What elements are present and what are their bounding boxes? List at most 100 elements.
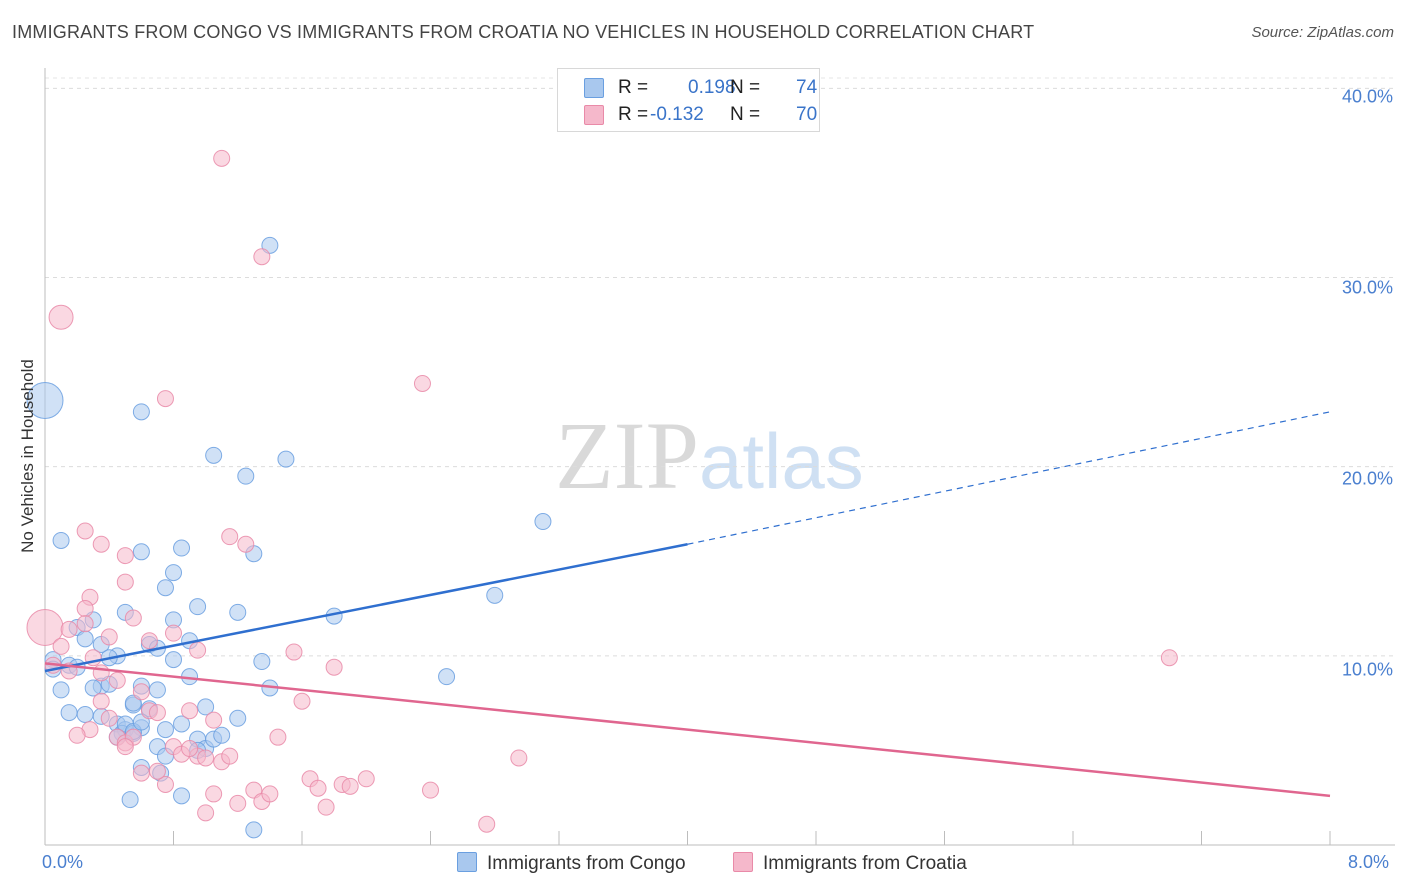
data-point [205,785,223,803]
data-point [229,794,247,812]
data-point [534,513,552,531]
data-point [253,248,271,266]
data-point [76,705,94,723]
data-point [221,528,239,546]
data-point [486,586,504,604]
data-point [165,564,182,582]
data-point [245,821,263,839]
y-tick-label: 30.0% [1341,277,1393,298]
data-point [173,539,191,557]
data-point [510,749,528,767]
data-point [156,721,174,739]
data-point [108,671,126,689]
data-point [132,543,150,561]
data-point [261,785,279,803]
data-point [197,804,215,822]
data-point [325,658,343,676]
trend-line [44,543,688,673]
watermark: ZIPatlas [555,400,864,511]
trend-line-extension [687,411,1331,545]
data-point [229,603,247,621]
legend-r-label: R = [618,77,649,98]
data-point [140,632,158,650]
data-point [317,798,335,816]
watermark-atlas: atlas [699,417,864,505]
data-point [205,446,223,464]
data-point [197,698,215,716]
trend-line [44,662,1331,798]
data-point [60,620,78,638]
data-point [181,740,199,758]
legend-r-label: R = [618,104,649,125]
data-point [341,777,359,795]
chart-title: IMMIGRANTS FROM CONGO VS IMMIGRANTS FROM… [12,22,1035,42]
bottom-legend-swatch-croatia [733,852,753,872]
legend-n-label: N = [730,104,761,125]
data-point [116,547,134,565]
data-point [285,643,303,661]
data-point [213,726,231,744]
legend-r-value: -0.132 [650,104,704,125]
data-point [309,779,327,797]
data-point [156,775,174,793]
data-point [148,681,166,699]
bottom-legend-label-croatia: Immigrants from Croatia [763,853,967,874]
data-point [422,781,439,799]
trend-lines [44,411,1331,798]
data-point [173,715,191,733]
data-point [52,531,70,549]
data-point [156,579,174,597]
data-point [237,535,255,553]
data-point [269,728,287,746]
data-point [48,304,74,330]
y-tick-label: 20.0% [1341,468,1393,489]
data-point [221,747,239,765]
data-point [189,641,207,659]
data-point [84,679,102,697]
data-point [197,749,215,767]
data-point [165,651,182,669]
y-axis-label: No Vehicles in Household [18,359,37,553]
data-point [121,791,139,809]
data-point [1160,649,1178,667]
data-point [205,711,223,729]
bottom-legend-swatch-congo [457,852,477,872]
data-point [116,738,134,756]
legend-swatch-croatia [584,105,604,125]
data-point [148,704,166,722]
legend-r-value: 0.198 [688,77,736,98]
data-point [100,709,118,727]
data-point [92,535,110,553]
axes [44,68,1395,846]
data-point [229,709,247,727]
legend-n-value: 74 [796,77,818,98]
data-point [76,630,94,648]
data-point [438,668,456,686]
legend-swatch-congo [584,78,604,98]
data-point [76,600,94,618]
data-point [165,624,182,642]
data-point [116,573,134,591]
watermark-zip: ZIP [555,402,699,509]
source-credit: Source: ZipAtlas.com [1251,24,1394,41]
x-tick-label: 8.0% [1348,852,1390,872]
data-point [213,149,231,167]
data-point [148,762,166,780]
x-tick-label: 0.0% [42,852,84,872]
data-point [76,615,94,633]
data-point [52,637,70,655]
y-tick-label: 10.0% [1341,659,1393,680]
data-point [124,609,142,627]
data-point [26,381,64,419]
data-point [156,390,174,408]
bottom-legend-label-congo: Immigrants from Congo [487,853,686,874]
data-point [92,692,110,710]
data-point [132,403,150,421]
data-point [478,815,496,833]
data-point [413,374,431,392]
data-point [100,628,118,646]
data-point [76,522,94,540]
data-point [189,598,207,616]
data-point [237,467,255,485]
